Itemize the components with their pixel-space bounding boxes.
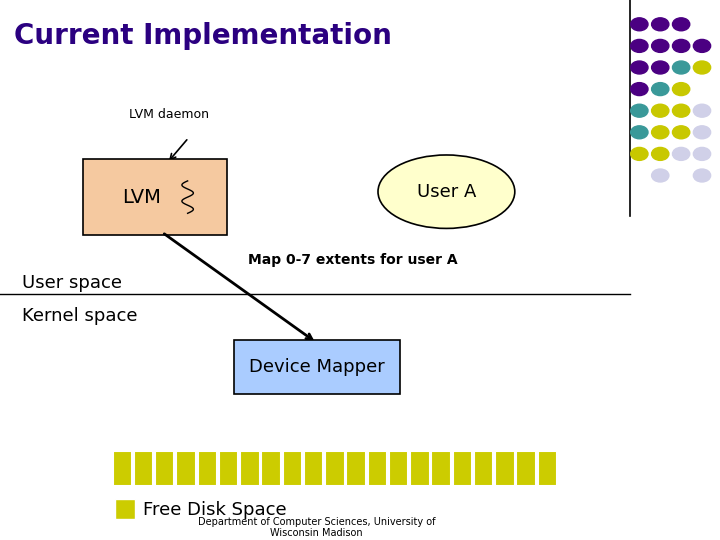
FancyBboxPatch shape: [453, 451, 472, 486]
FancyBboxPatch shape: [219, 451, 238, 486]
Circle shape: [693, 169, 711, 182]
Circle shape: [652, 104, 669, 117]
FancyBboxPatch shape: [261, 451, 281, 486]
Text: Kernel space: Kernel space: [22, 307, 137, 325]
Circle shape: [652, 61, 669, 74]
FancyBboxPatch shape: [410, 451, 430, 486]
Circle shape: [693, 126, 711, 139]
Circle shape: [672, 18, 690, 31]
FancyBboxPatch shape: [134, 451, 153, 486]
Text: Department of Computer Sciences, University of
Wisconsin Madison: Department of Computer Sciences, Univers…: [198, 517, 436, 538]
FancyBboxPatch shape: [538, 451, 557, 486]
FancyBboxPatch shape: [474, 451, 493, 486]
FancyBboxPatch shape: [304, 451, 323, 486]
Circle shape: [652, 39, 669, 52]
Circle shape: [693, 104, 711, 117]
Circle shape: [652, 147, 669, 160]
FancyBboxPatch shape: [282, 451, 302, 486]
Circle shape: [672, 83, 690, 96]
Text: User A: User A: [417, 183, 476, 201]
Circle shape: [672, 61, 690, 74]
FancyBboxPatch shape: [516, 451, 536, 486]
Circle shape: [693, 39, 711, 52]
FancyBboxPatch shape: [83, 159, 227, 235]
Circle shape: [672, 126, 690, 139]
Text: Free Disk Space: Free Disk Space: [143, 501, 286, 519]
Circle shape: [631, 126, 648, 139]
Circle shape: [631, 61, 648, 74]
Circle shape: [672, 39, 690, 52]
FancyBboxPatch shape: [112, 451, 132, 486]
FancyBboxPatch shape: [155, 451, 174, 486]
Circle shape: [652, 83, 669, 96]
FancyBboxPatch shape: [346, 451, 366, 486]
FancyBboxPatch shape: [115, 499, 135, 519]
Circle shape: [631, 18, 648, 31]
Circle shape: [631, 39, 648, 52]
Circle shape: [631, 83, 648, 96]
FancyBboxPatch shape: [234, 340, 400, 394]
FancyBboxPatch shape: [325, 451, 345, 486]
Circle shape: [631, 104, 648, 117]
Text: Device Mapper: Device Mapper: [249, 358, 384, 376]
FancyBboxPatch shape: [176, 451, 196, 486]
FancyBboxPatch shape: [368, 451, 387, 486]
Circle shape: [672, 147, 690, 160]
FancyBboxPatch shape: [495, 451, 515, 486]
Text: User space: User space: [22, 274, 122, 293]
Circle shape: [672, 104, 690, 117]
Text: Map 0-7 extents for user A: Map 0-7 extents for user A: [248, 253, 458, 267]
Circle shape: [693, 61, 711, 74]
Circle shape: [652, 126, 669, 139]
FancyBboxPatch shape: [240, 451, 259, 486]
Text: LVM: LVM: [122, 187, 161, 207]
Circle shape: [693, 147, 711, 160]
Text: Current Implementation: Current Implementation: [14, 22, 392, 50]
Ellipse shape: [378, 155, 515, 228]
FancyBboxPatch shape: [389, 451, 408, 486]
Circle shape: [631, 147, 648, 160]
FancyBboxPatch shape: [197, 451, 217, 486]
FancyBboxPatch shape: [431, 451, 451, 486]
Circle shape: [652, 18, 669, 31]
Text: LVM daemon: LVM daemon: [129, 109, 210, 122]
Circle shape: [652, 169, 669, 182]
